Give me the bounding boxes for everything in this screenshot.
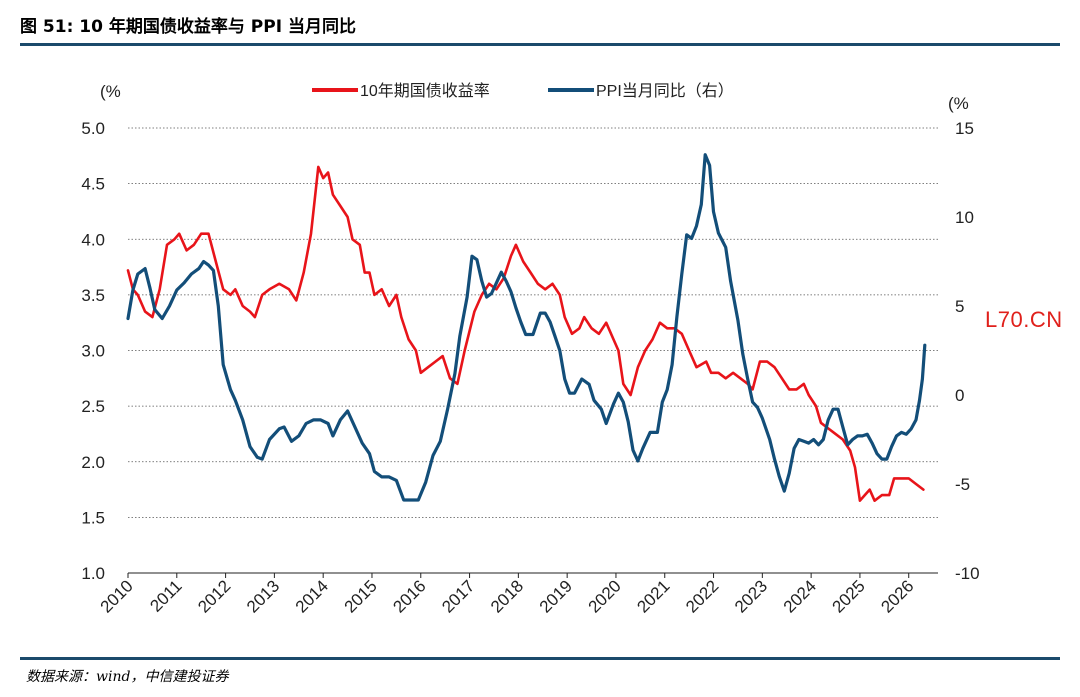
x-tick-label: 2025 <box>829 576 869 616</box>
footer-rule <box>20 657 1060 660</box>
x-tick-label: 2013 <box>243 576 283 616</box>
left-unit-label: (% <box>100 82 121 101</box>
title-rule <box>20 43 1060 46</box>
x-tick-label: 2014 <box>292 576 332 616</box>
x-tick-label: 2020 <box>585 576 625 616</box>
legend-label: 10年期国债收益率 <box>360 82 490 100</box>
left-tick-label: 2.5 <box>81 397 105 416</box>
legend: 10年期国债收益率 PPI当月同比（右） <box>312 82 734 100</box>
x-tick-label: 2026 <box>877 576 917 616</box>
source-note: 数据来源：wind，中信建投证券 <box>26 669 229 685</box>
right-axis-ticks: -10 -5 0 5 10 15 <box>955 119 980 583</box>
x-tick-label: 2022 <box>682 576 722 616</box>
left-tick-label: 4.5 <box>81 175 105 194</box>
legend-label: PPI当月同比（右） <box>596 82 734 100</box>
x-tick-label: 2024 <box>780 576 820 616</box>
left-tick-label: 4.0 <box>81 230 105 249</box>
right-tick-label: 5 <box>955 297 964 316</box>
x-tick-label: 2023 <box>731 576 771 616</box>
watermark: L70.CN <box>985 307 1063 332</box>
series-line-2 <box>126 153 927 502</box>
left-tick-label: 3.0 <box>81 342 105 361</box>
x-tick-label: 2018 <box>487 576 527 616</box>
figure-title: 图 51: 10 年期国债收益率与 PPI 当月同比 <box>20 17 356 37</box>
left-tick-label: 5.0 <box>81 119 105 138</box>
left-tick-label: 3.5 <box>81 286 105 305</box>
x-tick-label: 2011 <box>146 576 185 615</box>
left-tick-label: 1.0 <box>81 564 105 583</box>
series-line-1 <box>126 165 925 502</box>
x-tick-label: 2015 <box>341 576 381 616</box>
right-unit-label: (% <box>948 94 969 113</box>
gridlines <box>128 127 938 574</box>
x-tick-label: 2012 <box>194 576 234 616</box>
x-axis-ticks: 2010 2011 2012 2013 2014 2015 2016 2017 2018 2019… <box>97 573 918 617</box>
left-tick-label: 1.5 <box>81 508 105 527</box>
x-tick-label: 2021 <box>633 576 673 616</box>
right-tick-label: -5 <box>955 475 970 494</box>
x-tick-label: 2019 <box>536 576 576 616</box>
right-tick-label: 10 <box>955 208 974 227</box>
right-tick-label: -10 <box>955 564 980 583</box>
left-axis-ticks: 1.0 1.5 2.0 2.5 3.0 3.5 4.0 4.5 5.0 <box>81 119 105 583</box>
series-lines <box>126 153 927 502</box>
x-tick-label: 2016 <box>389 576 429 616</box>
left-tick-label: 2.0 <box>81 453 105 472</box>
x-tick-label: 2017 <box>438 576 478 616</box>
right-tick-label: 0 <box>955 386 964 405</box>
right-tick-label: 15 <box>955 119 974 138</box>
